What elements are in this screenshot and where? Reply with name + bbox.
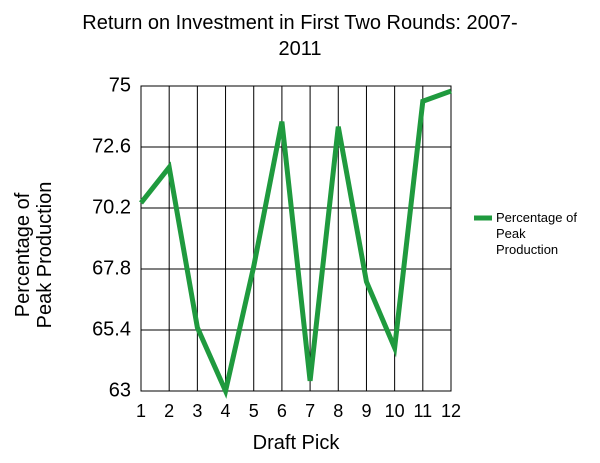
data-line [139, 88, 452, 399]
y-tick-label: 70.2 [92, 196, 131, 218]
chart-title: Return on Investment in First Two Rounds… [82, 12, 518, 60]
legend-label: Percentage of Peak Production [496, 210, 577, 257]
y-tick-label: 72.6 [92, 135, 131, 157]
y-tick-label: 75 [109, 74, 131, 96]
x-tick-label: 1 [136, 401, 146, 421]
x-tick-label: 2 [164, 401, 174, 421]
x-tick-label: 5 [249, 401, 259, 421]
x-tick-label: 4 [221, 401, 231, 421]
x-tick-label: 12 [441, 401, 461, 421]
y-axis-label: Percentage of Peak Production [12, 181, 56, 329]
x-tick-label: 3 [192, 401, 202, 421]
x-tick-label: 7 [305, 401, 315, 421]
x-tick-label: 9 [361, 401, 371, 421]
x-tick-label: 10 [385, 401, 405, 421]
y-tick-label: 67.8 [92, 257, 131, 279]
x-axis-label: Draft Pick [252, 432, 340, 454]
plot-frame [140, 85, 452, 392]
x-tick-label: 8 [333, 401, 343, 421]
x-tick-label: 11 [413, 401, 432, 421]
y-tick-label: 63 [109, 379, 131, 401]
x-tick-label: 6 [277, 401, 287, 421]
y-tick-label: 65.4 [92, 318, 131, 340]
